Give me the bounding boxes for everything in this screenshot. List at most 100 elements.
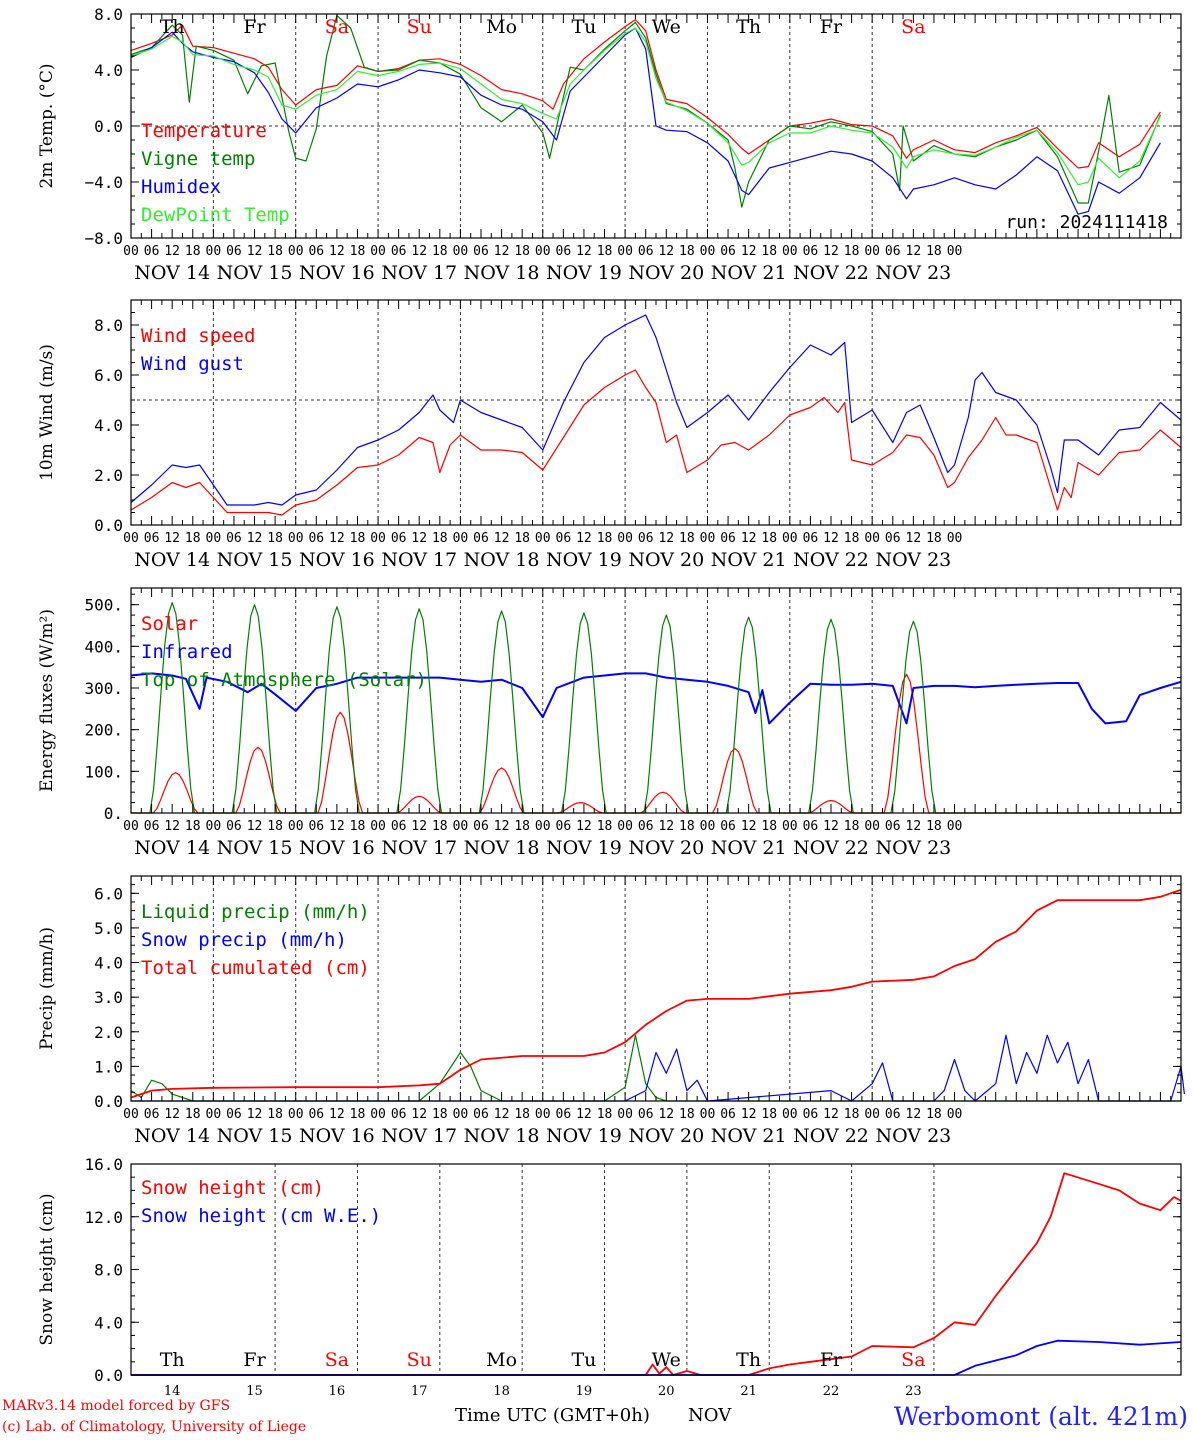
hour-label: 06 xyxy=(803,531,819,546)
series-line-3 xyxy=(131,602,1181,814)
date-label: NOV 18 xyxy=(464,549,540,571)
date-label: NOV 19 xyxy=(546,262,622,284)
day-name-top: We xyxy=(652,16,681,38)
day-name-top: Fr xyxy=(243,16,266,38)
date-label: NOV 16 xyxy=(299,549,375,571)
series-line-1 xyxy=(131,1172,1182,1376)
hour-label: 18 xyxy=(432,531,448,546)
day-number-label: 17 xyxy=(411,1384,428,1399)
day-number-label: 14 xyxy=(164,1384,181,1399)
hour-label: 12 xyxy=(906,819,922,834)
hour-label: 00 xyxy=(288,1107,304,1122)
hour-label: 18 xyxy=(267,244,283,259)
hour-label: 18 xyxy=(597,531,613,546)
date-label: NOV 16 xyxy=(299,837,375,859)
date-label: NOV 15 xyxy=(217,262,293,284)
hour-label: 18 xyxy=(679,1107,695,1122)
y-tick-label: 400. xyxy=(84,637,123,656)
hour-label: 06 xyxy=(144,531,160,546)
hour-label: 06 xyxy=(885,531,901,546)
series-line-2 xyxy=(130,672,1182,725)
hour-label: 12 xyxy=(741,531,757,546)
hour-label: 00 xyxy=(535,244,551,259)
station-name: Werbomont (alt. 421m) xyxy=(893,1402,1188,1431)
hour-label: 00 xyxy=(782,819,798,834)
hour-label: 12 xyxy=(247,531,263,546)
day-number-label: 20 xyxy=(658,1384,675,1399)
hour-label: 12 xyxy=(658,1107,674,1122)
hour-label: 12 xyxy=(906,1107,922,1122)
legend-entry: Snow height (cm W.E.) xyxy=(141,1205,381,1227)
date-label: NOV 16 xyxy=(299,1125,375,1147)
y-tick-label: 4.0 xyxy=(94,416,123,435)
date-label: NOV 22 xyxy=(793,262,869,284)
hour-label: 00 xyxy=(617,531,633,546)
hour-label: 18 xyxy=(597,1107,613,1122)
hour-label: 06 xyxy=(556,531,572,546)
hour-label: 06 xyxy=(144,819,160,834)
hour-label: 00 xyxy=(453,819,469,834)
y-tick-label: 12.0 xyxy=(84,1208,123,1227)
hour-label: 18 xyxy=(926,244,942,259)
panel-3: 0. 100. 200. 300. 400. 500. Energy fluxes (W/m… xyxy=(37,587,1182,859)
hour-label: 12 xyxy=(329,244,345,259)
plot-frame xyxy=(130,587,1182,814)
hour-label: 00 xyxy=(370,1107,386,1122)
day-number-label: 23 xyxy=(905,1384,922,1399)
hour-label: 12 xyxy=(741,1107,757,1122)
y-tick-label: 3.0 xyxy=(94,988,123,1007)
date-label: NOV 18 xyxy=(464,837,540,859)
y-tick-label: 2.0 xyxy=(94,1023,123,1042)
hour-label: 12 xyxy=(247,819,263,834)
hour-label: 18 xyxy=(926,819,942,834)
hour-label: 06 xyxy=(638,819,654,834)
day-number-label: 22 xyxy=(823,1384,840,1399)
hour-label: 06 xyxy=(803,244,819,259)
hour-label: 12 xyxy=(906,531,922,546)
date-label: NOV 19 xyxy=(546,1125,622,1147)
series-line-3 xyxy=(130,888,1182,1099)
hour-label: 18 xyxy=(597,819,613,834)
hour-label: 18 xyxy=(267,819,283,834)
date-label: NOV 18 xyxy=(464,262,540,284)
legend-entry: Temperature xyxy=(141,120,267,142)
y-tick-label: 8.0 xyxy=(94,1261,123,1280)
date-label: NOV 17 xyxy=(381,262,457,284)
hour-label: 00 xyxy=(864,819,880,834)
y-axis-title: Snow height (cm) xyxy=(37,1193,57,1345)
y-tick-label: −8.0 xyxy=(84,229,123,248)
day-name-bottom: Sa xyxy=(901,1349,925,1371)
date-label: NOV 14 xyxy=(134,262,210,284)
hour-label: 18 xyxy=(761,244,777,259)
panel-2: 0.0 2.0 4.0 6.0 8.0 10m Wind (m/s) 00 06 12 18 00 0… xyxy=(37,299,1182,571)
hour-label: 00 xyxy=(864,244,880,259)
hour-label: 00 xyxy=(370,531,386,546)
hour-label: 06 xyxy=(803,819,819,834)
hour-label: 00 xyxy=(700,531,716,546)
legend-entry: Top of Atmosphere (Solar) xyxy=(141,669,427,691)
hour-label: 12 xyxy=(658,819,674,834)
hour-label: 00 xyxy=(864,1107,880,1122)
series-line-2 xyxy=(130,314,1182,506)
hour-label: 06 xyxy=(638,531,654,546)
hour-label: 06 xyxy=(556,244,572,259)
hour-label: 00 xyxy=(288,244,304,259)
hour-label: 12 xyxy=(576,531,592,546)
hour-label: 18 xyxy=(350,531,366,546)
hour-label: 12 xyxy=(658,531,674,546)
hour-label: 06 xyxy=(638,1107,654,1122)
date-label: NOV 20 xyxy=(628,1125,704,1147)
day-name-top: Sa xyxy=(325,16,349,38)
hour-label: 06 xyxy=(144,1107,160,1122)
hour-label: 12 xyxy=(494,531,510,546)
day-number-label: 21 xyxy=(740,1384,757,1399)
hour-label: 12 xyxy=(164,819,180,834)
hour-label: 12 xyxy=(164,531,180,546)
y-axis-title: Energy fluxes (W/m²) xyxy=(37,609,57,792)
hour-label: 06 xyxy=(144,244,160,259)
y-axis-title: 10m Wind (m/s) xyxy=(37,344,57,481)
hour-label: 12 xyxy=(411,244,427,259)
hour-label: 18 xyxy=(761,531,777,546)
y-tick-label: 0.0 xyxy=(94,117,123,136)
lab-credit: (c) Lab. of Climatology, University of L… xyxy=(2,1419,307,1435)
